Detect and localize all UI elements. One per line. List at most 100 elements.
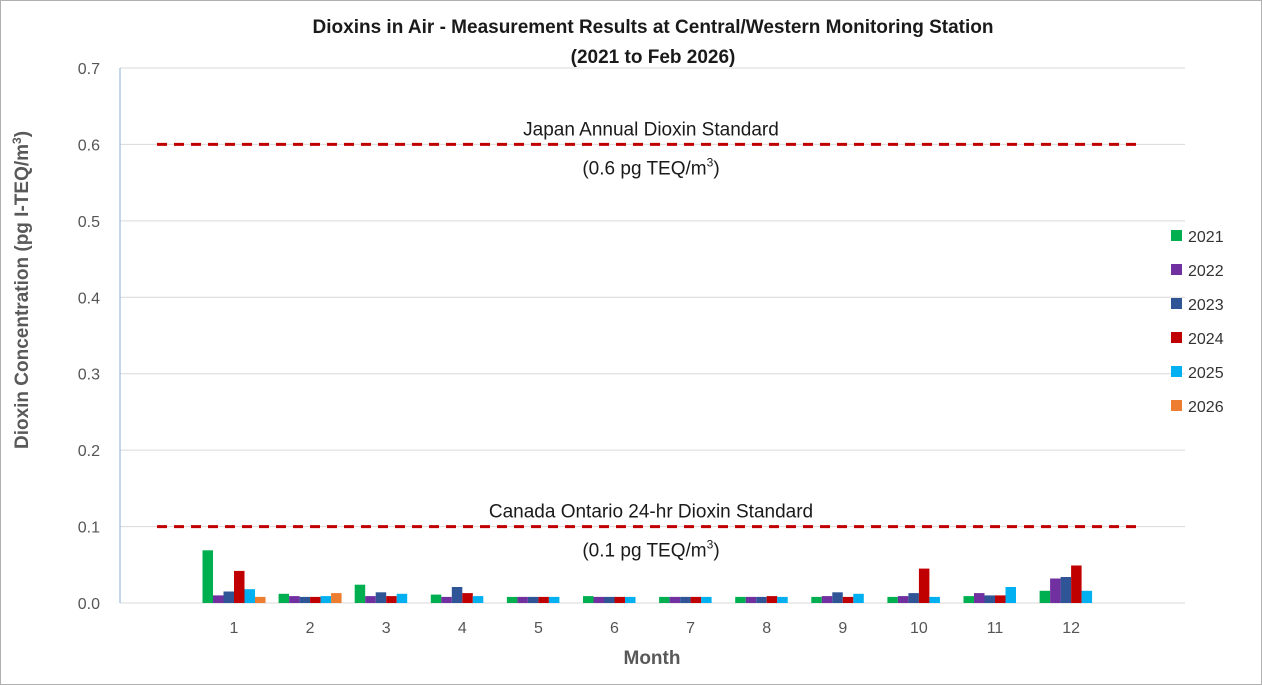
bar-2025-month-1 (244, 589, 255, 603)
reference-sublabel-1: (0.6 pg TEQ/m3) (582, 155, 719, 179)
bar-2022-month-4 (441, 596, 452, 603)
x-tick-label: 2 (306, 620, 315, 637)
y-axis-title-main: Dioxin Concentration (pg I-TEQ/m (12, 144, 33, 449)
legend-label-2026: 2026 (1188, 399, 1224, 416)
bar-2022-month-1 (213, 595, 224, 603)
y-tick-label: 0.5 (78, 214, 100, 231)
bar-2023-month-5 (527, 596, 539, 603)
legend-label-2024: 2024 (1188, 331, 1224, 348)
bar-2024-month-2 (310, 596, 321, 603)
x-axis-title: Month (624, 648, 681, 669)
bar-2021-month-12 (1039, 590, 1051, 603)
bar-2021-month-10 (887, 596, 898, 603)
bar-2024-month-3 (386, 596, 397, 603)
legend-label-2021: 2021 (1188, 229, 1224, 246)
y-tick-label: 0.2 (78, 443, 100, 460)
bar-2021-month-8 (735, 596, 746, 603)
bar-2025-month-2 (320, 596, 332, 603)
bar-2022-month-3 (365, 596, 376, 603)
bar-2021-month-2 (278, 593, 290, 603)
y-tick-labels: 0.0 0.1 0.2 0.3 0.4 0.5 0.6 0.7 (78, 61, 100, 613)
x-tick-label: 4 (458, 620, 467, 637)
bar-2021-month-9 (811, 596, 822, 603)
bar-2025-month-10 (929, 596, 940, 603)
x-tick-label: 12 (1062, 620, 1080, 637)
y-axis-title-end: ) (12, 131, 33, 137)
bar-2022-month-7 (669, 596, 681, 603)
bar-2025-month-4 (472, 596, 484, 603)
legend-label-2025: 2025 (1188, 365, 1224, 382)
bar-2024-month-7 (690, 596, 702, 603)
bar-2023-month-11 (984, 595, 995, 603)
chart-title: Dioxins in Air - Measurement Results at … (313, 17, 994, 38)
y-tick-label: 0.6 (78, 137, 100, 154)
bar-2023-month-1 (223, 591, 234, 603)
bar-2023-month-6 (604, 596, 615, 603)
y-tick-label: 0.1 (78, 520, 100, 537)
legend-swatch-2021 (1171, 230, 1182, 241)
legend-swatch-2023 (1171, 298, 1182, 309)
bar-2025-month-3 (396, 593, 408, 603)
bar-2021-month-6 (583, 596, 594, 603)
bar-2023-month-4 (451, 587, 463, 603)
bar-2025-month-11 (1005, 587, 1016, 603)
reference-sublabel-main: (0.1 pg TEQ/m (582, 541, 706, 562)
legend-label-2023: 2023 (1188, 297, 1224, 314)
bar-2023-month-7 (680, 596, 691, 603)
reference-sublabel-end: ) (713, 158, 719, 179)
bar-2021-month-3 (354, 584, 366, 603)
bar-2025-month-7 (701, 596, 712, 603)
x-tick-label: 9 (838, 620, 847, 637)
legend-swatch-2022 (1171, 264, 1182, 275)
bar-2024-month-4 (462, 593, 473, 603)
bar-2024-month-1 (234, 570, 245, 603)
legend-swatch-2024 (1171, 332, 1182, 343)
bar-2023-month-12 (1060, 577, 1072, 603)
y-tick-label: 0.0 (78, 596, 100, 613)
bar-2023-month-9 (832, 592, 843, 603)
x-tick-label: 7 (686, 620, 695, 637)
bar-2022-month-10 (897, 596, 909, 603)
x-tick-label: 8 (762, 620, 771, 637)
y-tick-label: 0.3 (78, 367, 100, 384)
bar-2026-month-2 (331, 593, 342, 603)
legend-swatch-2026 (1171, 400, 1182, 411)
x-tick-label: 6 (610, 620, 619, 637)
reference-sublabel-sup: 3 (707, 155, 714, 169)
bar-2024-month-5 (538, 596, 549, 603)
x-tick-label: 11 (987, 620, 1004, 637)
bar-2025-month-8 (777, 596, 788, 603)
bar-2025-month-5 (548, 596, 560, 603)
y-tick-label: 0.7 (78, 61, 100, 78)
reference-sublabel-sup: 3 (707, 538, 714, 552)
reference-lines: Japan Annual Dioxin Standard (0.6 pg TEQ/… (157, 119, 1136, 562)
bar-2023-month-2 (299, 596, 311, 603)
bar-2025-month-9 (853, 593, 864, 603)
x-tick-label: 3 (382, 620, 391, 637)
reference-sublabel-2: (0.1 pg TEQ/m3) (582, 538, 719, 562)
bar-2024-month-10 (918, 568, 930, 603)
y-axis-title: Dioxin Concentration (pg I-TEQ/m3) (10, 131, 33, 449)
bar-2022-month-6 (593, 596, 604, 603)
bar-2024-month-6 (614, 596, 625, 603)
x-tick-label: 10 (910, 620, 928, 637)
bar-2025-month-12 (1081, 590, 1093, 603)
bars (202, 550, 1093, 603)
bar-2023-month-8 (756, 596, 767, 603)
bar-2021-month-4 (430, 594, 442, 603)
legend: 2021 2022 2023 2024 2025 2026 (1171, 229, 1224, 416)
bar-2021-month-1 (202, 550, 213, 603)
reference-label-1: Japan Annual Dioxin Standard (523, 119, 779, 140)
bar-2025-month-6 (625, 596, 636, 603)
x-tick-label: 5 (534, 620, 543, 637)
bar-2023-month-3 (375, 592, 387, 603)
gridlines (119, 67, 1185, 604)
bar-2022-month-8 (745, 596, 757, 603)
bar-2021-month-7 (659, 596, 670, 603)
bar-2021-month-11 (963, 596, 974, 603)
bar-2024-month-11 (995, 595, 1006, 603)
legend-swatch-2025 (1171, 366, 1182, 377)
bar-2024-month-8 (766, 596, 778, 603)
bar-2022-month-12 (1050, 578, 1061, 603)
